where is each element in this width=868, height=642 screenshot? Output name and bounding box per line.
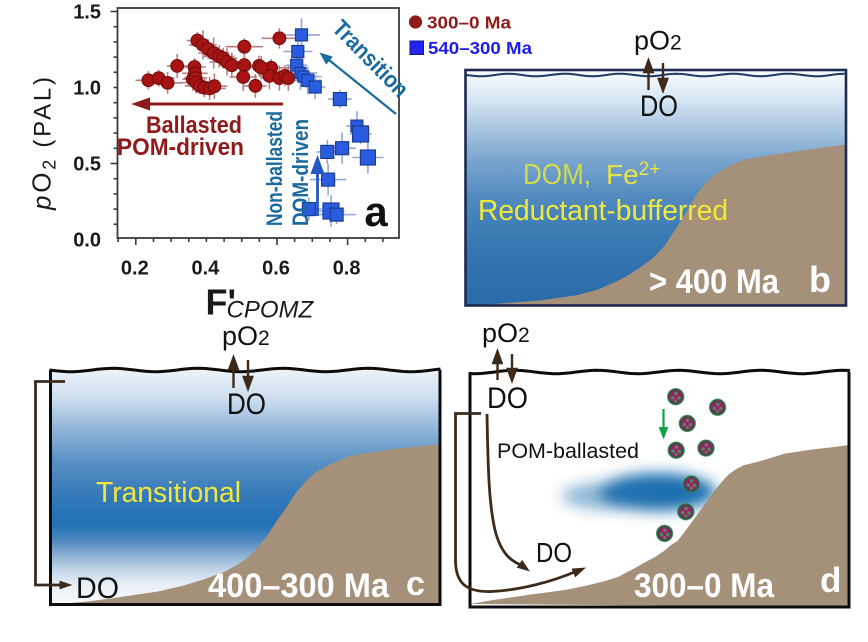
svg-text:Ballasted: Ballasted: [146, 112, 242, 139]
svg-text:1.5: 1.5: [73, 2, 101, 24]
svg-text:Fe2+: Fe2+: [606, 159, 660, 190]
svg-text:DOM-driven: DOM-driven: [288, 119, 313, 226]
svg-text:b: b: [809, 259, 831, 300]
svg-text:0.6: 0.6: [262, 258, 290, 280]
svg-text:POM-driven: POM-driven: [117, 134, 244, 161]
svg-text:DOM,: DOM,: [523, 159, 591, 191]
svg-text:1.0: 1.0: [73, 78, 101, 100]
svg-text:d: d: [820, 561, 841, 600]
svg-text:400–300 Ma: 400–300 Ma: [208, 567, 390, 605]
svg-text:pO2: pO2: [222, 321, 270, 351]
svg-text:pO2: pO2: [482, 318, 530, 348]
svg-text:DO: DO: [76, 572, 119, 605]
svg-text:300–0 Ma: 300–0 Ma: [634, 567, 775, 605]
svg-text:pO2: pO2: [634, 26, 682, 56]
svg-text:DO: DO: [640, 90, 678, 123]
svg-text:DO: DO: [227, 388, 266, 421]
svg-text:Reductant-bufferred: Reductant-bufferred: [478, 195, 728, 227]
svg-text:0.4: 0.4: [191, 258, 220, 280]
svg-text:POM-ballasted: POM-ballasted: [497, 440, 639, 463]
svg-text:a: a: [364, 188, 388, 235]
svg-text:300–0 Ma: 300–0 Ma: [427, 13, 511, 33]
svg-text:0.0: 0.0: [73, 230, 101, 252]
svg-text:Non-ballasted: Non-ballasted: [262, 111, 287, 226]
svg-text:pO2 (PAL): pO2 (PAL): [27, 77, 60, 211]
svg-text:540–300 Ma: 540–300 Ma: [428, 38, 532, 58]
svg-text:DO: DO: [487, 382, 528, 415]
svg-text:0.2: 0.2: [121, 258, 149, 280]
svg-text:0.8: 0.8: [333, 258, 361, 280]
svg-text:0.5: 0.5: [73, 154, 101, 176]
svg-text:Transitional: Transitional: [96, 477, 241, 509]
svg-text:F': F': [206, 282, 237, 323]
svg-text:c: c: [406, 565, 425, 603]
svg-text:CPOMZ: CPOMZ: [227, 297, 315, 324]
svg-text:DO: DO: [536, 537, 572, 568]
svg-text:> 400 Ma: > 400 Ma: [649, 263, 780, 301]
